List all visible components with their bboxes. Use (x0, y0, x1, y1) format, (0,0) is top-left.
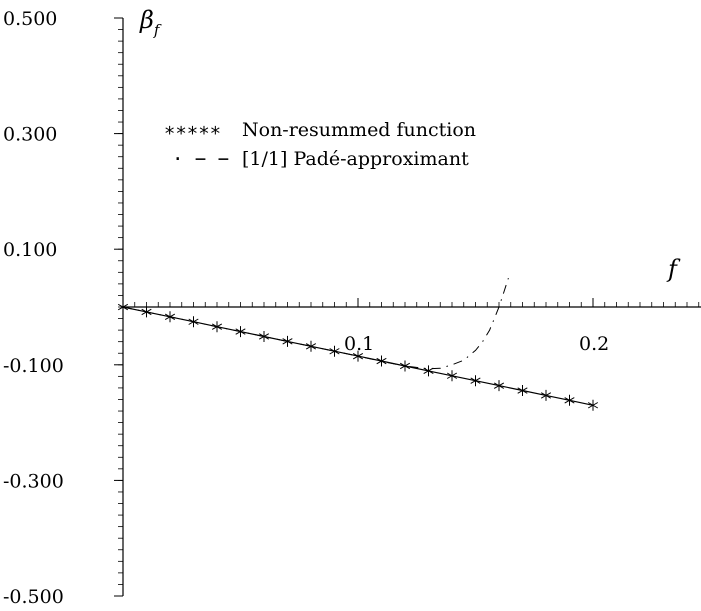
y-axis-title-subscript: f (153, 21, 162, 39)
legend-label-non-resummed: Non-resummed function (242, 119, 476, 141)
legend-label-pade: [1/1] Padé-approximant (242, 148, 469, 170)
data-point-asterisk (399, 360, 411, 372)
x-tick-label: 0.2 (579, 333, 609, 355)
asterisk-stroke (282, 338, 293, 345)
data-point-asterisk (564, 394, 575, 406)
asterisk-stroke (470, 377, 481, 384)
asterisk-stroke (564, 397, 575, 404)
legend-marker-non-resummed: ∗∗∗∗∗ (164, 119, 221, 141)
y-tick-label: 0.300 (3, 124, 57, 146)
data-point-asterisk (258, 331, 270, 342)
y-tick-label: 0.500 (3, 8, 57, 30)
data-point-asterisk (376, 355, 387, 367)
y-tick-label: -0.500 (3, 586, 64, 608)
data-point-asterisk (282, 335, 293, 347)
asterisk-stroke (399, 362, 411, 370)
data-point-asterisk (587, 399, 599, 411)
major-ticks (114, 17, 594, 597)
data-point-asterisk (329, 345, 340, 357)
series-line-pade (122, 277, 509, 370)
data-point-asterisk (305, 340, 317, 352)
series-layer (117, 277, 599, 411)
x-tick-labels: 0.1 0.2 (344, 333, 609, 355)
asterisk-stroke (376, 357, 387, 365)
data-point-asterisk (423, 365, 434, 377)
asterisk-stroke (258, 333, 270, 340)
legend: ∗∗∗∗∗ Non-resummed function · − − [1/1] … (164, 119, 476, 170)
data-point-asterisk (470, 375, 481, 387)
legend-marker-pade: · − − (172, 148, 229, 170)
y-axis-title: βf (139, 6, 162, 39)
y-tick-label: 0.100 (3, 239, 57, 261)
y-tick-label: -0.100 (3, 355, 64, 377)
asterisk-stroke (540, 392, 552, 399)
data-point-asterisk (540, 389, 552, 401)
y-axis-title-main: β (139, 6, 154, 34)
asterisk-stroke (493, 382, 505, 389)
y-tick-label: -0.300 (3, 470, 64, 492)
x-tick-label: 0.1 (344, 333, 374, 355)
asterisk-stroke (423, 367, 434, 375)
x-axis-title: f (666, 255, 681, 283)
asterisk-stroke (329, 348, 340, 355)
asterisk-stroke (305, 343, 317, 350)
data-point-asterisk (446, 370, 458, 382)
data-point-asterisk (493, 380, 505, 392)
asterisk-stroke (446, 372, 458, 379)
asterisk-stroke (517, 387, 528, 394)
data-point-asterisk (517, 385, 528, 396)
asterisk-stroke (587, 402, 599, 409)
y-tick-labels: 0.500 0.300 0.100 -0.100 -0.300 -0.500 (3, 8, 64, 608)
